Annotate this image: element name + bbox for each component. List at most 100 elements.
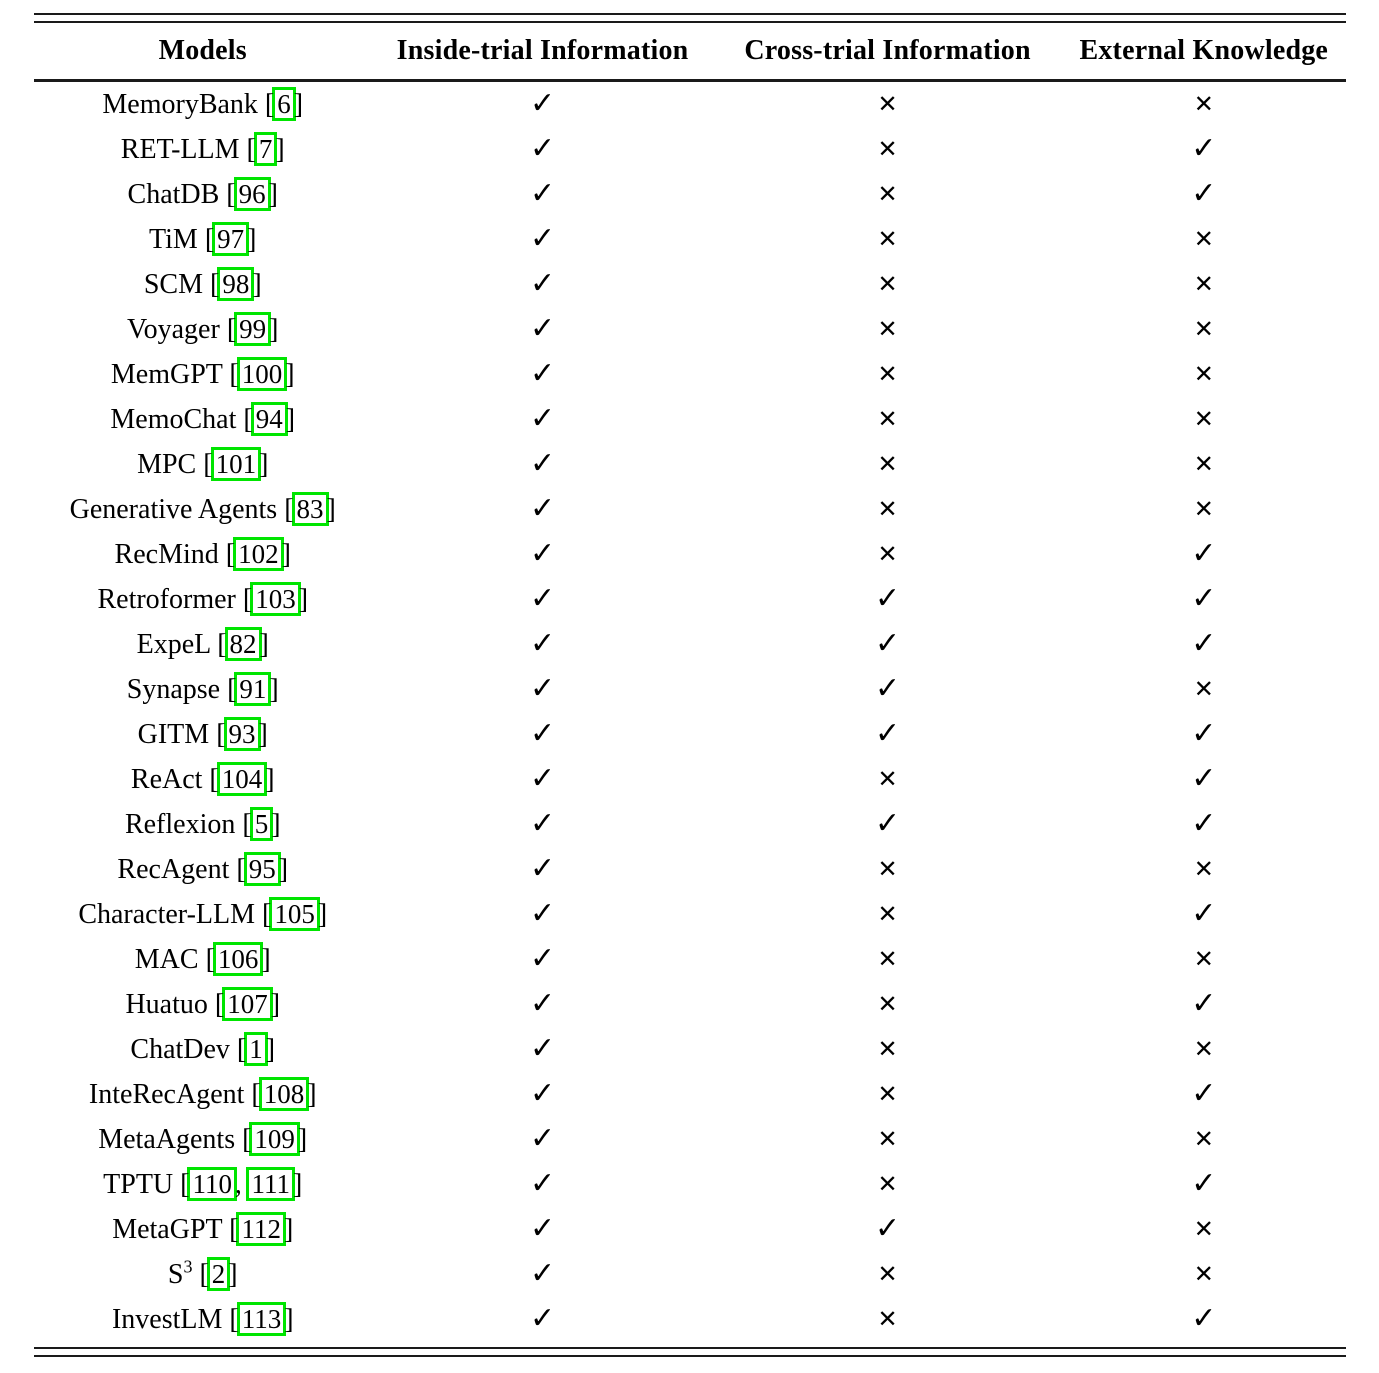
inside-trial-mark: ✓ [372, 89, 713, 119]
citation-link[interactable]: 101 [210, 446, 262, 482]
cross-trial-mark: ✕ [713, 227, 1062, 251]
citation-open-bracket: [ [264, 88, 275, 120]
external-knowledge-mark: ✓ [1062, 629, 1345, 659]
check-icon: ✓ [529, 1211, 556, 1246]
external-knowledge-mark: ✕ [1062, 497, 1345, 521]
citation-link[interactable]: 112 [236, 1211, 286, 1247]
check-icon: ✓ [875, 671, 901, 706]
citation-close-bracket: ] [317, 898, 328, 930]
citation-link[interactable]: 7 [253, 131, 278, 167]
citation-link[interactable]: 97 [212, 221, 250, 257]
table-row: S3 [2] ✓ ✕ ✕ [34, 1252, 1346, 1297]
external-knowledge-mark: ✓ [1062, 134, 1345, 164]
model-name: Voyager [99] [34, 311, 372, 347]
citation-link[interactable]: 103 [250, 581, 301, 617]
citation-close-bracket: ] [269, 313, 279, 345]
cross-trial-mark: ✕ [713, 182, 1062, 206]
table-row: ChatDev [1] ✓ ✕ ✕ [34, 1027, 1346, 1072]
citation-link[interactable]: 102 [233, 536, 284, 572]
cross-icon: ✕ [877, 495, 898, 523]
citation-link[interactable]: 109 [249, 1121, 300, 1157]
citation-link[interactable]: 107 [222, 986, 273, 1022]
citation-link[interactable]: 108 [258, 1076, 310, 1112]
check-icon: ✓ [529, 1301, 556, 1336]
check-icon: ✓ [529, 1166, 556, 1201]
model-name: InvestLM [113] [34, 1301, 372, 1337]
inside-trial-mark: ✓ [372, 1214, 713, 1244]
table-row: Voyager [99] ✓ ✕ ✕ [34, 307, 1346, 352]
table-row: GITM [93] ✓ ✓ ✓ [34, 712, 1346, 757]
cross-trial-mark: ✕ [713, 1307, 1062, 1331]
cross-icon: ✕ [877, 855, 898, 883]
model-name: MPC [101] [34, 446, 372, 482]
citation-link[interactable]: 94 [250, 401, 288, 437]
check-icon: ✓ [1191, 131, 1217, 166]
cross-icon: ✕ [1193, 360, 1214, 388]
external-knowledge-mark: ✕ [1062, 677, 1345, 701]
cross-trial-mark: ✕ [713, 362, 1062, 386]
citation-link[interactable]: 6 [272, 86, 296, 122]
citation-link[interactable]: 2 [206, 1256, 231, 1292]
citation-link[interactable]: 93 [223, 716, 261, 752]
citation-link[interactable]: 110 [187, 1166, 237, 1202]
citation-link[interactable]: 113 [236, 1301, 287, 1337]
model-name: InteRecAgent [108] [34, 1076, 372, 1112]
cross-trial-mark: ✕ [713, 452, 1062, 476]
check-icon: ✓ [1191, 1076, 1217, 1111]
citation-link[interactable]: 1 [244, 1031, 268, 1067]
citation-close-bracket: ] [269, 673, 279, 705]
check-icon: ✓ [1191, 176, 1217, 211]
table-row: ExpeL [82] ✓ ✓ ✓ [34, 622, 1346, 667]
memory-models-table: Models Inside-trial Information Cross-tr… [33, 0, 1346, 1357]
cross-trial-mark: ✓ [713, 719, 1062, 749]
external-knowledge-mark: ✕ [1062, 1037, 1345, 1061]
citation-link[interactable]: 106 [212, 941, 264, 977]
cross-icon: ✕ [877, 1170, 898, 1198]
model-name: MemoChat [94] [34, 401, 372, 437]
citation-group: [100] [229, 356, 295, 392]
inside-trial-mark: ✓ [372, 944, 713, 974]
citation-group: [107] [215, 986, 280, 1022]
citation-link[interactable]: 111 [246, 1166, 295, 1202]
check-icon: ✓ [875, 806, 901, 841]
citation-link[interactable]: 105 [269, 896, 320, 932]
table-row: InteRecAgent [108] ✓ ✕ ✓ [34, 1072, 1346, 1117]
external-knowledge-mark: ✓ [1062, 1169, 1345, 1199]
citation-link[interactable]: 83 [291, 491, 329, 527]
citation-link[interactable]: 98 [217, 266, 255, 302]
cross-icon: ✕ [1193, 675, 1214, 703]
citation-link[interactable]: 5 [249, 806, 274, 842]
citation-link[interactable]: 96 [233, 176, 271, 212]
citation-group: [103] [242, 581, 308, 617]
citation-group: [95] [236, 851, 288, 887]
check-icon: ✓ [529, 536, 556, 571]
citation-link[interactable]: 82 [224, 626, 262, 662]
external-knowledge-mark: ✕ [1062, 947, 1345, 971]
external-knowledge-mark: ✕ [1062, 317, 1345, 341]
cross-icon: ✕ [1193, 450, 1214, 478]
citation-link[interactable]: 100 [236, 356, 288, 392]
table-row: TPTU [110, 111] ✓ ✕ ✓ [34, 1162, 1346, 1207]
model-label: MetaAgents [98, 1123, 236, 1155]
citation-open-bracket: [ [180, 1168, 190, 1200]
external-knowledge-mark: ✕ [1062, 92, 1345, 116]
citation-close-bracket: ] [285, 403, 296, 435]
check-icon: ✓ [529, 671, 556, 706]
cross-icon: ✕ [877, 540, 898, 568]
citation-link[interactable]: 95 [243, 851, 281, 887]
citation-open-bracket: [ [242, 583, 253, 615]
external-knowledge-mark: ✓ [1062, 899, 1345, 929]
cross-trial-mark: ✕ [713, 992, 1062, 1016]
citation-link[interactable]: 104 [216, 761, 268, 797]
citation-open-bracket: [ [216, 718, 226, 750]
citation-link[interactable]: 99 [234, 311, 272, 347]
cross-icon: ✕ [877, 1035, 898, 1063]
citation-close-bracket: ] [284, 1303, 294, 1335]
check-icon: ✓ [529, 896, 556, 931]
citation-link[interactable]: 91 [234, 671, 272, 707]
model-name: S3 [2] [34, 1256, 372, 1292]
citation-group: [106] [206, 941, 271, 977]
table-row: MemoryBank [6] ✓ ✕ ✕ [34, 82, 1346, 127]
citation-group: [7] [247, 131, 285, 167]
